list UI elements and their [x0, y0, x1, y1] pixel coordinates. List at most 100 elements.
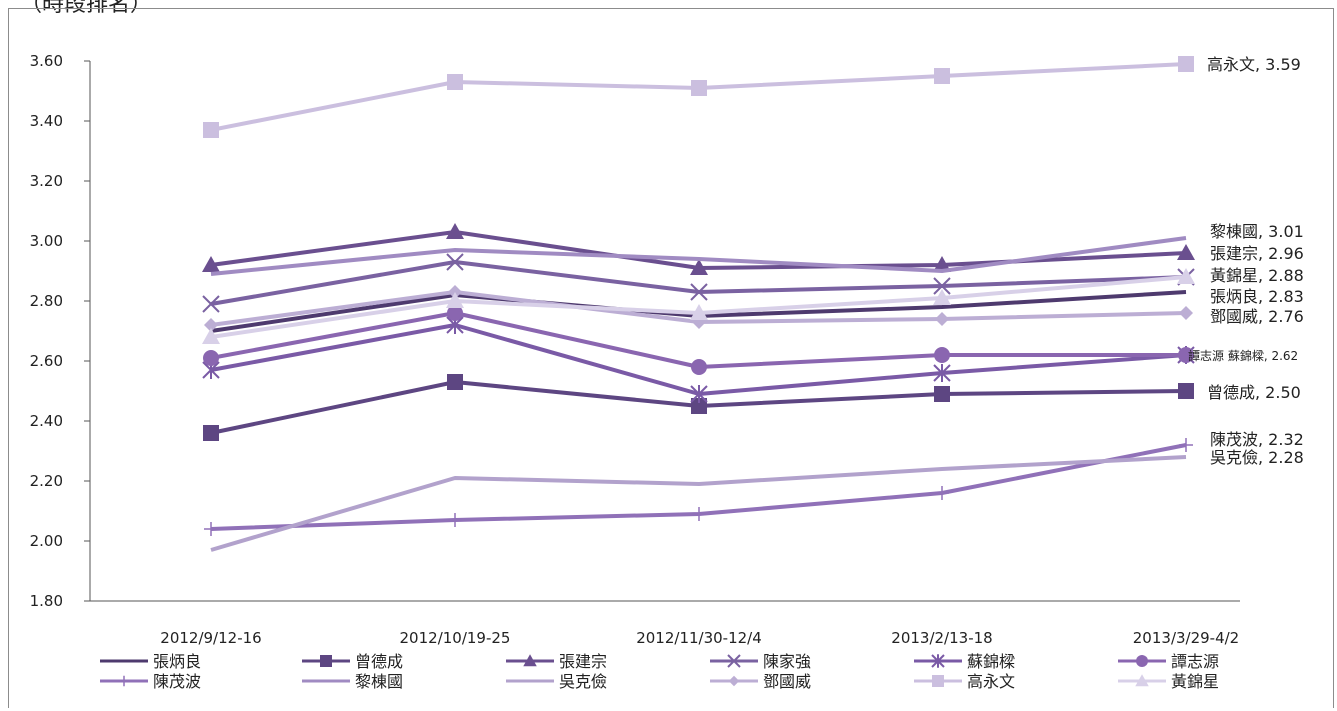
data-point: [690, 283, 708, 301]
data-point: [1178, 347, 1194, 363]
end-label: 黎棟國, 3.01: [1210, 222, 1304, 241]
legend-label: 鄧國威: [763, 672, 811, 691]
legend-label: 高永文: [967, 672, 1015, 691]
end-label: 曾德成, 2.50: [1207, 383, 1301, 402]
legend-label: 曾德成: [355, 652, 403, 671]
data-point: [202, 328, 220, 344]
data-point: [931, 654, 945, 668]
y-tick-label: 2.40: [30, 412, 63, 430]
data-point: [446, 292, 464, 308]
data-point: [934, 386, 950, 402]
legend-item: 鄧國威: [710, 672, 811, 691]
y-tick-label: 3.40: [30, 112, 63, 130]
y-tick-label: 2.20: [30, 472, 63, 490]
data-point: [320, 655, 332, 667]
chart-frame: [8, 8, 1334, 708]
legend-item: 陳茂波: [100, 672, 201, 691]
data-point: [934, 68, 950, 84]
legend-item: 陳家強: [710, 652, 811, 671]
legend-item: 曾德成: [302, 652, 403, 671]
legend-item: 吳克儉: [506, 672, 607, 691]
data-point: [1135, 674, 1149, 687]
end-label: 張炳良, 2.83: [1210, 287, 1304, 306]
data-point: [447, 374, 463, 390]
series-12: [202, 268, 1195, 344]
data-point: [933, 364, 951, 382]
data-point: [935, 312, 949, 326]
data-point: [202, 256, 220, 272]
data-point: [446, 253, 464, 271]
data-point: [447, 74, 463, 90]
y-tick-label: 2.00: [30, 532, 63, 550]
data-point: [1179, 306, 1193, 320]
legend-label: 吳克儉: [559, 672, 607, 691]
legend-label: 黎棟國: [355, 672, 403, 691]
data-point: [1179, 438, 1193, 452]
series-11: [203, 56, 1194, 138]
data-point: [203, 350, 219, 366]
legend-label: 蘇錦樑: [967, 652, 1015, 671]
data-point: [523, 654, 537, 667]
series-9: [210, 455, 1187, 552]
data-point: [1178, 383, 1194, 399]
x-tick-label: 2013/3/29-4/2: [1133, 629, 1239, 647]
series-2: [203, 374, 1194, 441]
series-8: [210, 236, 1187, 276]
data-point: [448, 513, 462, 527]
y-tick-label: 3.20: [30, 172, 63, 190]
series-layer: [202, 56, 1195, 552]
data-point: [204, 318, 218, 332]
legend-item: 蘇錦樑: [914, 652, 1015, 671]
legend-label: 譚志源: [1171, 652, 1219, 671]
data-point: [933, 289, 951, 305]
data-point: [932, 675, 944, 687]
data-point: [690, 259, 708, 275]
end-label: 高永文, 3.59: [1207, 55, 1301, 74]
end-label: 黃錦星, 2.88: [1210, 266, 1304, 285]
legend-item: 高永文: [914, 672, 1015, 691]
y-tick-label: 2.80: [30, 292, 63, 310]
data-point: [447, 305, 463, 321]
data-point: [203, 122, 219, 138]
legend-item: 黃錦星: [1118, 672, 1219, 691]
data-point: [690, 304, 708, 320]
series-6: [203, 305, 1194, 375]
data-point: [118, 675, 130, 687]
end-label: 鄧國威, 2.76: [1210, 307, 1304, 326]
y-tick-label: 3.60: [30, 52, 63, 70]
data-point: [204, 522, 218, 536]
data-point: [692, 507, 706, 521]
data-point: [934, 347, 950, 363]
data-point: [1178, 56, 1194, 72]
end-label: 張建宗, 2.96: [1210, 244, 1304, 263]
series-line: [210, 62, 1187, 132]
x-tick-label: 2012/10/19-25: [400, 629, 511, 647]
legend-label: 陳家強: [763, 652, 811, 671]
legend-item: 張炳良: [100, 652, 201, 671]
data-point: [202, 295, 220, 313]
y-tick-label: 3.00: [30, 232, 63, 250]
end-labels: 張炳良, 2.83 曾德成, 2.50 張建宗, 2.96 譚志源 蘇錦樑, 2.62…: [1188, 55, 1304, 467]
data-point: [935, 486, 949, 500]
end-label: 陳茂波, 2.32: [1210, 430, 1304, 449]
x-tick-label: 2013/2/13-18: [891, 629, 992, 647]
data-point: [728, 675, 740, 687]
data-point: [691, 359, 707, 375]
legend-label: 張炳良: [153, 652, 201, 671]
legend-label: 陳茂波: [153, 672, 201, 691]
series-10: [204, 285, 1193, 332]
series-line: [210, 455, 1187, 552]
x-tick-label: 2012/9/12-16: [160, 629, 261, 647]
data-point: [727, 654, 741, 668]
x-tick-label: 2012/11/30-12/4: [636, 629, 762, 647]
data-point: [691, 398, 707, 414]
series-3: [202, 223, 1195, 275]
data-point: [1177, 268, 1195, 284]
legend-item: 黎棟國: [302, 672, 403, 691]
data-point: [446, 223, 464, 239]
y-tick-label: 1.80: [30, 592, 63, 610]
legend-item: 張建宗: [506, 652, 607, 671]
data-point: [203, 425, 219, 441]
end-label: 吳克儉, 2.28: [1210, 448, 1304, 467]
